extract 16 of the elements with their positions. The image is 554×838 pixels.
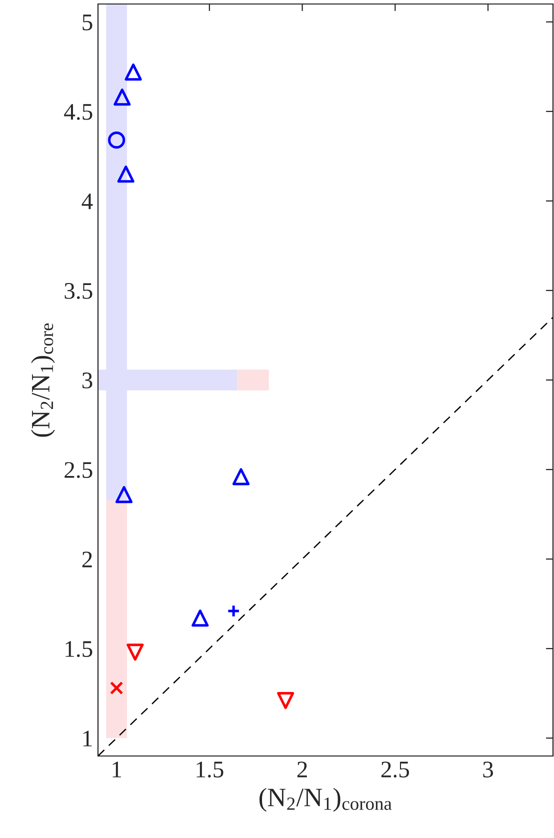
y-tick-label: 2.5 — [64, 462, 92, 478]
x-axis-title: (N$_{2}$/N$_{1}$)$_{corona}$ — [260, 788, 392, 812]
y-axis-title: (N$_{2}$/N$_{1}$)$_{core}$ — [31, 323, 55, 437]
y-tick-label: 2 — [82, 552, 92, 568]
y-tick-label: 3.5 — [64, 283, 92, 300]
y-tick-label: 1.5 — [66, 641, 92, 658]
y-tick-label: 4 — [82, 194, 93, 210]
x-tick-label: 1 — [112, 762, 122, 778]
x-tick-label: 1.5 — [196, 762, 224, 778]
x-tick-label: 2.5 — [381, 762, 409, 778]
y-tick-label: 4.5 — [64, 104, 92, 120]
x-tick-label: 3 — [483, 762, 493, 778]
y-tick-label: 3 — [82, 372, 92, 388]
y-tick-label: 1 — [83, 730, 92, 746]
x-tick-label: 2 — [297, 762, 307, 778]
y-tick-label: 5 — [82, 14, 92, 30]
